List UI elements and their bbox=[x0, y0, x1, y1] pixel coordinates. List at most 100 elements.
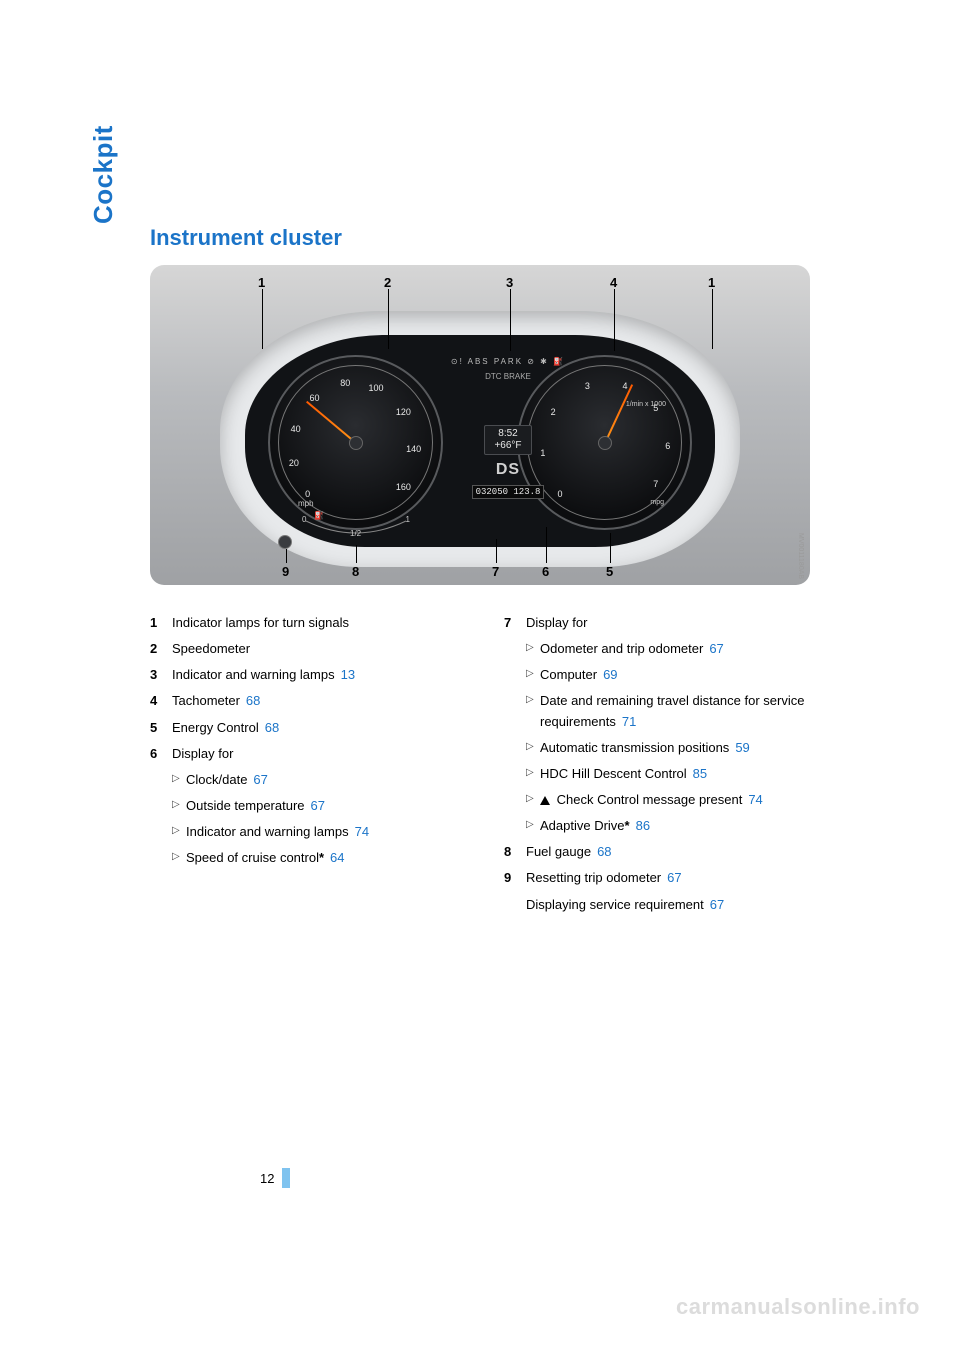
legend-item: 9Resetting trip odometer67 bbox=[504, 868, 814, 888]
legend-item: 1Indicator lamps for turn signals bbox=[150, 613, 460, 633]
legend-sub-text: Indicator and warning lamps74 bbox=[186, 822, 460, 842]
legend-text: Energy Control68 bbox=[172, 718, 460, 738]
legend-sub-item: ▷Speed of cruise control*64 bbox=[150, 848, 460, 868]
triangle-bullet-icon: ▷ bbox=[172, 796, 186, 816]
time-display: 8:52 +66°F bbox=[484, 425, 532, 455]
tick: 0 bbox=[305, 489, 310, 499]
page-number: 12 bbox=[260, 1168, 290, 1188]
legend-item: 2Speedometer bbox=[150, 639, 460, 659]
triangle-bullet-icon: ▷ bbox=[172, 770, 186, 790]
triangle-bullet-icon: ▷ bbox=[526, 691, 540, 731]
speedo-unit: mph bbox=[298, 499, 314, 508]
legend-number: 7 bbox=[504, 613, 526, 633]
page-ref[interactable]: 68 bbox=[240, 693, 260, 708]
triangle-bullet-icon: ▷ bbox=[526, 816, 540, 836]
triangle-bullet-icon: ▷ bbox=[526, 790, 540, 810]
fuel-half: 1/2 bbox=[350, 529, 361, 538]
page-ref[interactable]: 67 bbox=[661, 870, 681, 885]
triangle-bullet-icon: ▷ bbox=[526, 738, 540, 758]
legend-number: 4 bbox=[150, 691, 172, 711]
legend-item: 7Display for bbox=[504, 613, 814, 633]
gauge-cap bbox=[598, 436, 612, 450]
page-ref[interactable]: 67 bbox=[305, 798, 325, 813]
leader bbox=[614, 289, 615, 351]
fuel-icon: ⛽ bbox=[314, 511, 324, 520]
page-ref[interactable]: 59 bbox=[729, 740, 749, 755]
legend-number: 1 bbox=[150, 613, 172, 633]
page-ref[interactable]: 85 bbox=[687, 766, 707, 781]
trip-reset-button bbox=[278, 535, 292, 549]
legend-text: Fuel gauge68 bbox=[526, 842, 814, 862]
legend-number: 8 bbox=[504, 842, 526, 862]
legend-sub-text: Adaptive Drive*86 bbox=[540, 816, 814, 836]
legend-text: Resetting trip odometer67 bbox=[526, 868, 814, 888]
callout-bottom-6: 6 bbox=[542, 564, 549, 579]
legend-sub-item: ▷Indicator and warning lamps74 bbox=[150, 822, 460, 842]
page-ref[interactable]: 86 bbox=[630, 818, 650, 833]
warning-triangle-icon bbox=[540, 796, 550, 805]
legend-text: Display for bbox=[526, 613, 814, 633]
tach-label: 1/min x 1000 bbox=[626, 401, 666, 408]
page-ref[interactable]: 74 bbox=[349, 824, 369, 839]
legend-col-right: 7Display for ▷Odometer and trip odometer6… bbox=[504, 613, 814, 921]
page-ref[interactable]: 67 bbox=[247, 772, 267, 787]
legend-sub-text: Automatic transmission positions59 bbox=[540, 738, 814, 758]
center-panel: ⊙! ABS PARK ⊘ ✱ ⛽ DTC BRAKE 8:52 +66°F D… bbox=[450, 357, 566, 499]
legend-sub-item: ▷Clock/date67 bbox=[150, 770, 460, 790]
legend-item: 8Fuel gauge68 bbox=[504, 842, 814, 862]
leader bbox=[610, 533, 611, 563]
tick: 160 bbox=[396, 482, 411, 492]
legend-sub-text: Speed of cruise control*64 bbox=[186, 848, 460, 868]
legend-sub-text: Date and remaining travel distance for s… bbox=[540, 691, 814, 731]
legend-sub-item: ▷Outside temperature67 bbox=[150, 796, 460, 816]
gauge-cap bbox=[349, 436, 363, 450]
leader bbox=[510, 289, 511, 351]
leader bbox=[712, 289, 713, 349]
legend-text: Display for bbox=[172, 744, 460, 764]
tick: 140 bbox=[406, 444, 421, 454]
legend-columns: 1Indicator lamps for turn signals 2Speedo… bbox=[150, 613, 850, 921]
page-ref[interactable]: 67 bbox=[703, 641, 723, 656]
page-ref[interactable]: 69 bbox=[597, 667, 617, 682]
page-ref[interactable]: 13 bbox=[335, 667, 355, 682]
page-ref[interactable]: 64 bbox=[324, 850, 344, 865]
legend-text: Indicator lamps for turn signals bbox=[172, 613, 460, 633]
leader bbox=[388, 289, 389, 349]
fuel-gauge: 0 1/2 1 ⛽ bbox=[300, 515, 412, 545]
time-value: 8:52 bbox=[485, 428, 531, 440]
page-ref[interactable]: 74 bbox=[742, 792, 762, 807]
fuel-max: 1 bbox=[406, 515, 410, 524]
legend-number: 3 bbox=[150, 665, 172, 685]
triangle-bullet-icon: ▷ bbox=[172, 848, 186, 868]
tick: 120 bbox=[396, 407, 411, 417]
page-number-bar bbox=[282, 1168, 290, 1188]
page-ref[interactable]: 71 bbox=[616, 714, 636, 729]
callout-bottom-9: 9 bbox=[282, 564, 289, 579]
cluster-figure: 1 2 3 4 1 9 8 7 6 5 0 20 40 60 80 1 bbox=[150, 265, 810, 585]
triangle-bullet-icon: ▷ bbox=[526, 639, 540, 659]
tick: 6 bbox=[665, 441, 670, 451]
speedometer-gauge: 0 20 40 60 80 100 120 140 160 mph bbox=[268, 355, 443, 530]
tick: 4 bbox=[623, 381, 628, 391]
legend-text: Displaying service requirement67 bbox=[526, 895, 814, 915]
legend-number bbox=[504, 895, 526, 915]
dtc-row: DTC BRAKE bbox=[450, 372, 566, 381]
side-tab: Cockpit bbox=[88, 125, 119, 224]
legend-sub-text: Computer69 bbox=[540, 665, 814, 685]
page-ref[interactable]: 68 bbox=[591, 844, 611, 859]
legend-sub-item: ▷ Check Control message present74 bbox=[504, 790, 814, 810]
footer-watermark: carmanualsonline.info bbox=[676, 1294, 920, 1320]
leader bbox=[286, 549, 287, 563]
page-content: Instrument cluster 1 2 3 4 1 9 8 7 6 5 0 bbox=[150, 225, 850, 921]
leader bbox=[262, 289, 263, 349]
legend-text: Indicator and warning lamps13 bbox=[172, 665, 460, 685]
legend-sub-text: Outside temperature67 bbox=[186, 796, 460, 816]
legend-text: Tachometer68 bbox=[172, 691, 460, 711]
fuel-min: 0 bbox=[302, 515, 306, 524]
page-ref[interactable]: 67 bbox=[704, 897, 724, 912]
page-ref[interactable]: 68 bbox=[259, 720, 279, 735]
tick: 20 bbox=[289, 458, 299, 468]
legend-sub-item: ▷Odometer and trip odometer67 bbox=[504, 639, 814, 659]
legend-sub-item: ▷Computer69 bbox=[504, 665, 814, 685]
legend-item: 6Display for bbox=[150, 744, 460, 764]
